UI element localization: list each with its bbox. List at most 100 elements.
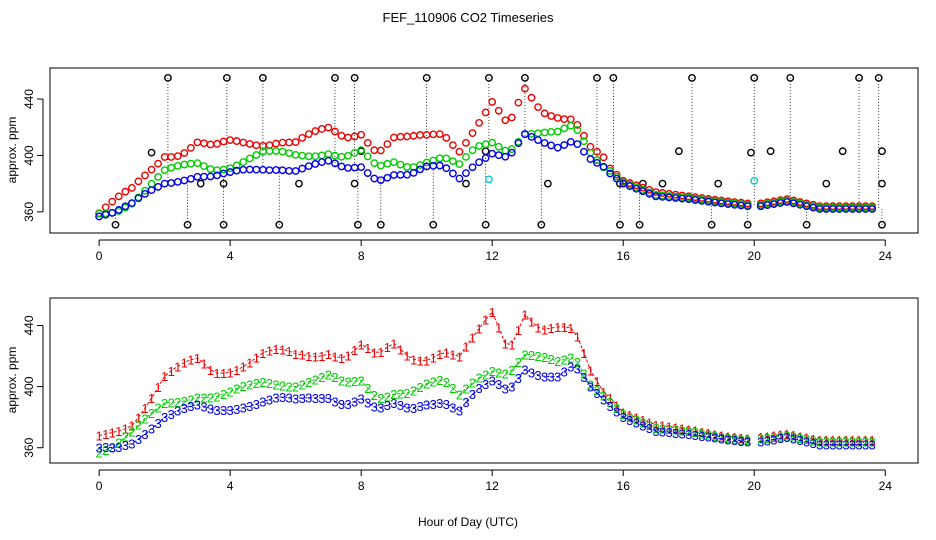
series-3-marker: 3 — [456, 403, 463, 418]
series-3-point — [160, 179, 169, 188]
series-2-marker: 2 — [364, 381, 371, 396]
series-2-marker: 2 — [344, 375, 351, 390]
series-2-point — [390, 158, 398, 167]
series-2-marker: 2 — [757, 432, 764, 447]
series-2-point — [534, 129, 542, 138]
series-3-point — [259, 165, 267, 174]
series-1-marker: 1 — [633, 410, 640, 425]
series-2-point — [429, 156, 438, 165]
series-3-marker: 3 — [154, 416, 161, 431]
series-2-point — [200, 162, 208, 171]
series-3-point — [245, 165, 254, 174]
series-3-point — [553, 143, 562, 152]
series-1-marker: 1 — [462, 339, 469, 354]
series-1-marker: 1 — [731, 430, 738, 445]
series-2-marker: 2 — [718, 430, 725, 445]
series-3-line — [99, 365, 873, 448]
x-tick-label: 4 — [227, 479, 234, 493]
series-1-point — [324, 123, 333, 132]
series-2-marker: 2 — [220, 387, 227, 402]
series-3-marker: 3 — [475, 381, 482, 396]
spike-point-mid — [747, 148, 755, 157]
series-1-marker: 1 — [135, 411, 142, 426]
series-2-marker: 2 — [266, 376, 273, 391]
series-3-point — [390, 171, 398, 179]
series-3-marker: 3 — [574, 361, 581, 376]
series-1-point — [108, 197, 117, 206]
series-3-point — [481, 154, 490, 163]
series-1-marker: 1 — [200, 357, 207, 372]
series-3-marker: 3 — [246, 399, 253, 414]
series-1-point — [141, 171, 149, 180]
series-1-point — [121, 187, 130, 196]
series-1-marker: 1 — [574, 330, 581, 345]
spike-point-high — [609, 74, 618, 82]
series-1-marker: 1 — [606, 391, 613, 406]
series-3-point — [560, 141, 569, 149]
series-2-marker: 2 — [351, 374, 358, 389]
series-3-marker: 3 — [207, 401, 214, 416]
series-1-marker: 1 — [148, 391, 155, 406]
series-2-marker: 2 — [777, 429, 784, 444]
series-1-point — [317, 125, 326, 133]
series-3-point — [403, 170, 411, 179]
series-3-marker: 3 — [141, 427, 148, 442]
series-1-marker: 1 — [646, 415, 653, 430]
series-1-marker: 1 — [246, 355, 253, 370]
series-3-point — [625, 182, 634, 191]
series-2-marker: 2 — [325, 368, 332, 383]
top-panel: 0 4 8 12 16 20 24 360 400 440 — [22, 74, 892, 263]
series-2-marker: 2 — [803, 432, 810, 447]
series-3-marker: 3 — [777, 431, 784, 446]
series-2-marker: 2 — [338, 373, 345, 388]
series-1-marker: 1 — [456, 349, 463, 364]
series-3-marker: 3 — [659, 425, 666, 440]
series-2-marker: 2 — [148, 406, 155, 421]
series-1-point — [252, 141, 261, 150]
series-1-marker: 1 — [777, 428, 784, 443]
x-tick-label: 0 — [96, 479, 103, 493]
series-2-marker: 2 — [502, 367, 509, 382]
series-1-point — [357, 130, 366, 139]
series-2-marker: 2 — [790, 430, 797, 445]
series-3-marker: 3 — [423, 397, 430, 412]
spike-point-mid — [295, 179, 303, 188]
series-2-marker: 2 — [423, 377, 430, 392]
spike-point-high — [259, 74, 267, 82]
series-1-marker: 1 — [292, 347, 299, 362]
series-3-marker: 3 — [122, 438, 129, 453]
series-1-marker: 1 — [318, 349, 325, 364]
series-3-point — [455, 174, 464, 183]
series-3-marker: 3 — [168, 407, 175, 422]
series-3-marker: 3 — [587, 380, 594, 395]
series-1-marker: 1 — [757, 430, 764, 445]
series-3-marker: 3 — [633, 416, 640, 431]
series-3-point — [278, 166, 287, 175]
series-2-marker: 2 — [646, 418, 653, 433]
series-3-point — [409, 168, 418, 177]
spike-point-low — [707, 220, 716, 229]
series-1-marker: 1 — [679, 421, 686, 436]
series-3-marker: 3 — [541, 369, 548, 384]
series-3-point — [599, 162, 608, 171]
series-2-marker: 2 — [574, 355, 581, 370]
series-3-marker: 3 — [292, 392, 299, 407]
series-1-marker: 1 — [567, 321, 574, 336]
series-1-marker: 1 — [154, 380, 161, 395]
series-1-point — [376, 146, 385, 155]
series-3-marker: 3 — [692, 428, 699, 443]
series-1-point — [134, 177, 143, 186]
series-2-marker: 2 — [312, 372, 319, 387]
spike-point-high — [485, 74, 493, 82]
series-2-marker: 2 — [181, 394, 188, 409]
x-tick-label: 12 — [486, 249, 500, 263]
series-1-marker: 1 — [862, 433, 869, 448]
series-1-point — [475, 118, 483, 127]
series-3-marker: 3 — [580, 370, 587, 385]
series-2-marker: 2 — [377, 391, 384, 406]
series-2-point — [357, 146, 366, 155]
series-2-marker: 2 — [724, 431, 731, 446]
series-3-point — [527, 132, 536, 141]
series-3-point — [180, 176, 189, 185]
